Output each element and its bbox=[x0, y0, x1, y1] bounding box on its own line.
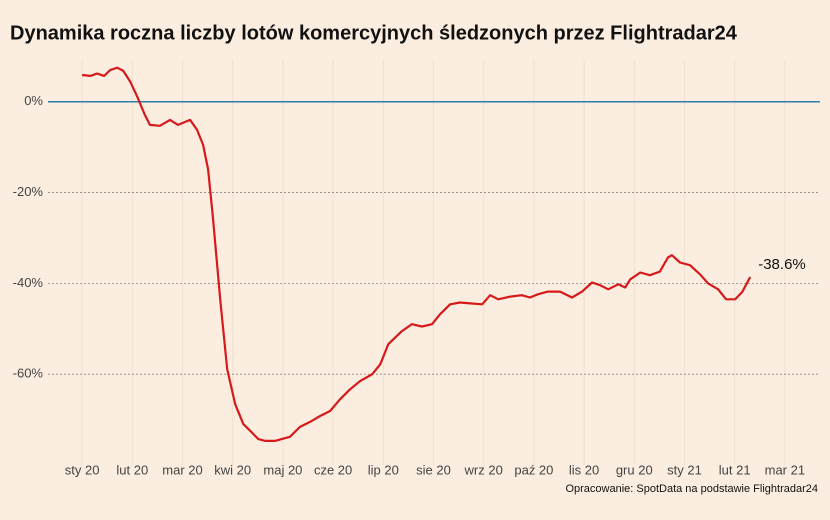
x-tick-label: wrz 20 bbox=[464, 462, 503, 477]
y-tick-label: -40% bbox=[13, 275, 44, 290]
source: Opracowanie: SpotData na podstawie Fligh… bbox=[565, 483, 818, 495]
end-label: -38.6% bbox=[758, 256, 806, 273]
chart-title: Dynamika roczna liczby lotów komercyjnyc… bbox=[10, 22, 738, 44]
x-tick-label: lip 20 bbox=[368, 462, 399, 477]
x-tick-label: sie 20 bbox=[416, 462, 451, 477]
x-tick-label: mar 20 bbox=[162, 462, 202, 477]
x-tick-label: mar 21 bbox=[765, 462, 805, 477]
y-tick-label: -20% bbox=[13, 184, 44, 199]
x-tick-label: cze 20 bbox=[314, 462, 352, 477]
y-tick-label: 0% bbox=[24, 93, 43, 108]
data-line bbox=[81, 66, 752, 442]
x-tick-label: sty 20 bbox=[65, 462, 100, 477]
x-tick-label: lis 20 bbox=[569, 462, 599, 477]
x-tick-label: lut 21 bbox=[719, 462, 751, 477]
y-tick-label: -60% bbox=[13, 366, 44, 381]
x-tick-label: paź 20 bbox=[514, 462, 553, 477]
x-tick-label: lut 20 bbox=[116, 462, 148, 477]
x-tick-label: gru 20 bbox=[616, 462, 653, 477]
x-tick-label: kwi 20 bbox=[214, 462, 251, 477]
x-tick-label: maj 20 bbox=[263, 462, 302, 477]
x-tick-label: sty 21 bbox=[667, 462, 702, 477]
